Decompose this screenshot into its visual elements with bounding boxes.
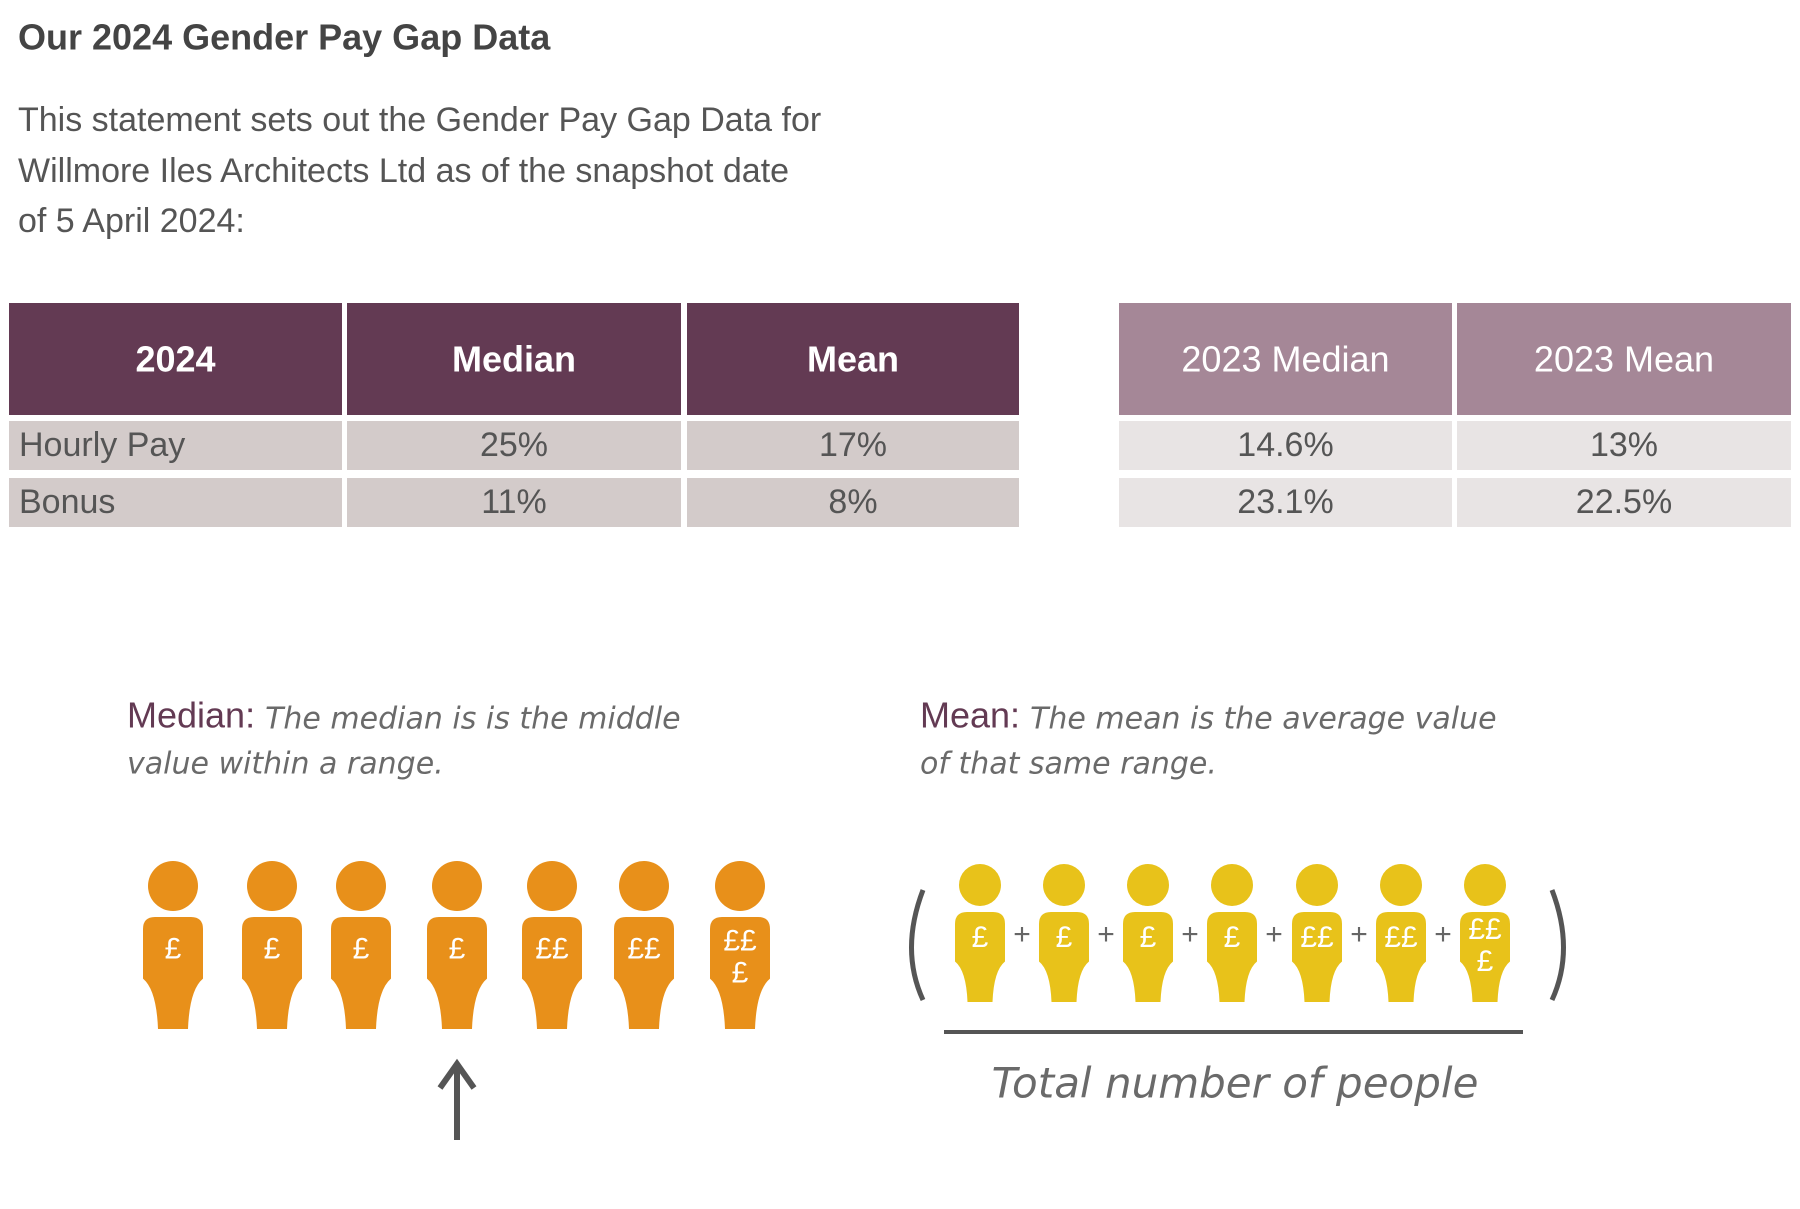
plus: + [1434, 918, 1452, 951]
person-body [614, 917, 674, 1029]
pound-label: £ [264, 933, 281, 966]
cell [1119, 421, 1452, 470]
header-text: 2023 Median [1181, 339, 1389, 380]
paren [909, 889, 926, 1002]
pound-label: ££ [627, 933, 661, 966]
label: Mean: [920, 695, 1020, 736]
header-cell [9, 303, 342, 415]
person-head [527, 861, 577, 911]
person-head [1043, 864, 1085, 906]
person-head [1211, 864, 1253, 906]
person-body [1039, 912, 1089, 1002]
pound-label: £ [1056, 921, 1073, 954]
cell [687, 478, 1019, 527]
explanation: value within a range. [127, 747, 444, 782]
person-body [331, 917, 391, 1029]
cell-text: Bonus [19, 483, 115, 521]
cell [347, 478, 681, 527]
cell [9, 421, 342, 470]
cell-text: 14.6% [1237, 426, 1333, 464]
cell-text: 11% [481, 483, 547, 521]
person-body [1460, 912, 1510, 1002]
intro-line: of 5 April 2024: [18, 202, 245, 240]
person-head [148, 861, 198, 911]
person-body [143, 917, 203, 1029]
cell [9, 478, 342, 527]
cell-text: 22.5% [1576, 483, 1672, 521]
person-body [1376, 912, 1426, 1002]
intro-line: Willmore Iles Architects Ltd as of the s… [18, 152, 789, 190]
header-cell [687, 303, 1019, 415]
pound-label: ££ [535, 933, 569, 966]
header-cell [347, 303, 681, 415]
header-text: 2024 [135, 339, 215, 380]
person-head [432, 861, 482, 911]
header-text: 2023 Mean [1534, 339, 1714, 380]
pound-label: £ [353, 933, 370, 966]
pound-label: ££ [723, 925, 757, 958]
explanation: The mean is the average value [1030, 702, 1497, 737]
plus: + [1265, 918, 1283, 951]
person-body [427, 917, 487, 1029]
person-head [1380, 864, 1422, 906]
plus: + [1181, 918, 1199, 951]
cell [687, 421, 1019, 470]
plus: + [1350, 918, 1368, 951]
pound-label: £ [1140, 921, 1157, 954]
pound-label: £ [972, 921, 989, 954]
paren [1549, 889, 1566, 1002]
person-body [242, 917, 302, 1029]
arrow [437, 1058, 477, 1140]
person-head [1296, 864, 1338, 906]
person-head [336, 861, 386, 911]
person-body [1292, 912, 1342, 1002]
person-head [1464, 864, 1506, 906]
header-text: Mean [807, 339, 899, 380]
cell [1457, 421, 1791, 470]
denominator: Total number of people [992, 1059, 1479, 1108]
person-head [247, 861, 297, 911]
pound-label: ££ [1384, 921, 1418, 954]
header-cell [1457, 303, 1791, 415]
pound-label: £ [165, 933, 182, 966]
pound-label: ££ [1300, 921, 1334, 954]
cell [347, 421, 681, 470]
pound-label: £ [732, 957, 749, 990]
person-body [955, 912, 1005, 1002]
person-head [1127, 864, 1169, 906]
cell-text: 13% [1590, 426, 1658, 464]
pound-label: £ [449, 933, 466, 966]
cell [1457, 478, 1791, 527]
person-body [710, 917, 770, 1029]
pound-label: ££ [1468, 913, 1502, 946]
person-body [1123, 912, 1173, 1002]
plus: + [1097, 918, 1115, 951]
cell-text: Hourly Pay [19, 426, 185, 464]
person-head [619, 861, 669, 911]
person-body [522, 917, 582, 1029]
person-head [715, 861, 765, 911]
plus: + [1013, 918, 1031, 951]
header-cell [1119, 303, 1452, 415]
intro-line: This statement sets out the Gender Pay G… [18, 101, 821, 139]
label: Median: [127, 695, 255, 736]
cell [1119, 478, 1452, 527]
cell-text: 23.1% [1237, 483, 1333, 521]
explanation: The median is is the middle [265, 702, 681, 737]
title: Our 2024 Gender Pay Gap Data [18, 17, 551, 58]
pound-label: £ [1477, 945, 1494, 978]
cell-text: 25% [480, 426, 548, 464]
cell-text: 17% [819, 426, 887, 464]
person-body [1207, 912, 1257, 1002]
pound-label: £ [1224, 921, 1241, 954]
header-text: Median [452, 339, 576, 380]
person-head [959, 864, 1001, 906]
cell-text: 8% [828, 483, 877, 521]
explanation: of that same range. [920, 747, 1217, 782]
